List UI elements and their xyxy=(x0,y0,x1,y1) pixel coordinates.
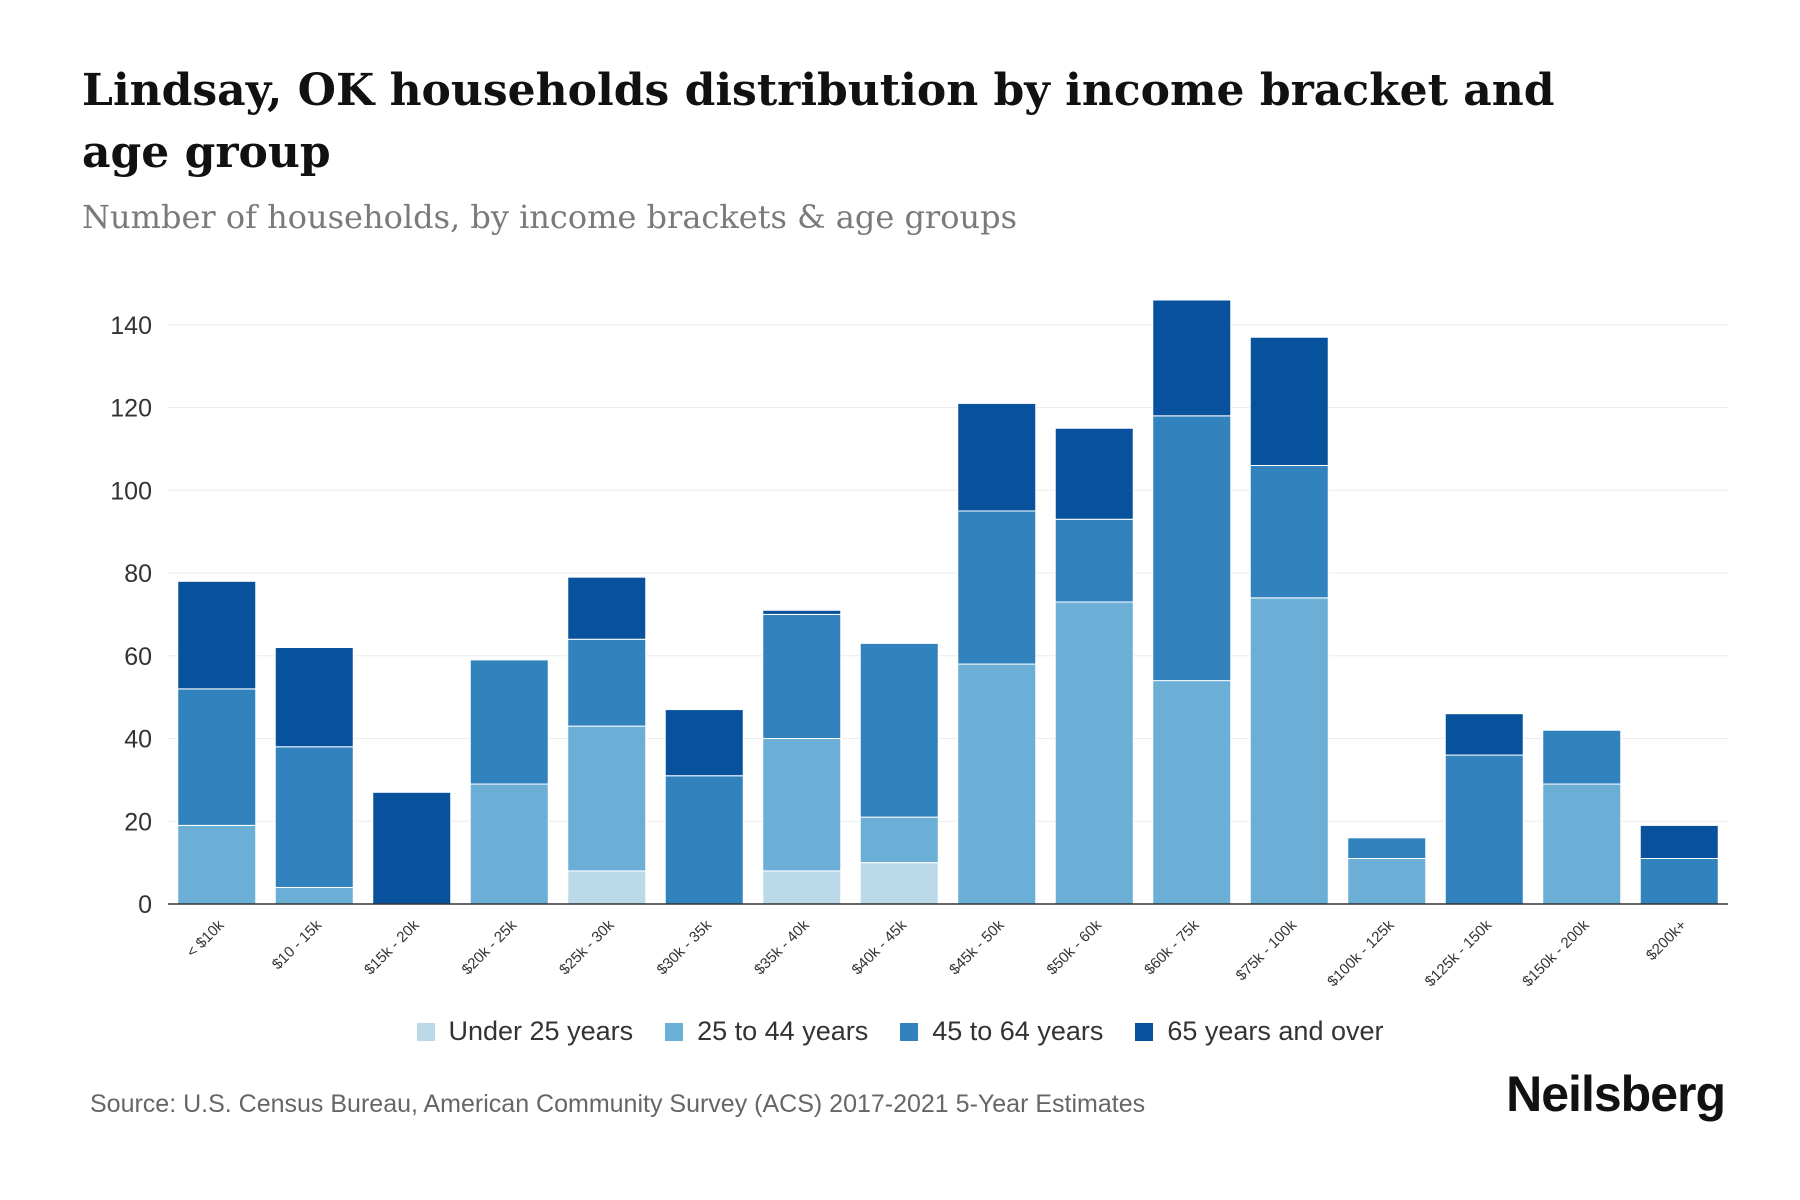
bar-segment xyxy=(1249,597,1329,905)
legend-swatch xyxy=(416,1022,435,1041)
bar-segment xyxy=(1054,601,1134,905)
bar-segment xyxy=(957,402,1037,512)
bar-segment xyxy=(762,738,842,872)
x-tick-label: $125k - 150k xyxy=(1422,916,1496,990)
bar-segment xyxy=(1152,299,1232,417)
bar-segment xyxy=(1249,336,1329,466)
x-tick-label: $35k - 40k xyxy=(751,916,813,978)
legend-swatch xyxy=(1135,1022,1154,1041)
legend-item: 45 to 64 years xyxy=(900,1016,1103,1047)
legend-label: 65 years and over xyxy=(1167,1016,1384,1046)
y-tick-label: 0 xyxy=(138,891,152,919)
x-tick-label: $45k - 50k xyxy=(946,916,1008,978)
y-tick-label: 120 xyxy=(110,395,152,423)
x-axis-ticks: < $10k $10 - 15k $15k - 20k $20k - 25k $25k … xyxy=(183,916,1690,990)
bar-segment xyxy=(1054,518,1134,603)
bar-segment xyxy=(469,659,549,785)
bar-segment xyxy=(1444,713,1524,756)
y-axis-ticks: 0 20 40 60 80 100 120 140 xyxy=(110,312,152,919)
bar-segment xyxy=(1542,729,1622,785)
x-tick-label: $150k - 200k xyxy=(1519,916,1593,990)
y-tick-label: 100 xyxy=(110,477,152,505)
bar-segment xyxy=(762,609,842,615)
legend-swatch xyxy=(665,1022,684,1041)
bar-segment xyxy=(1444,754,1524,905)
bar-segment xyxy=(1152,415,1232,682)
bars xyxy=(177,299,1719,905)
bar-segment xyxy=(859,862,939,905)
bar-segment xyxy=(762,613,842,740)
x-tick-label: $25k - 30k xyxy=(556,916,618,978)
bar-segment xyxy=(664,775,744,905)
legend-label: 25 to 44 years xyxy=(697,1016,869,1046)
bar-segment xyxy=(1639,824,1719,859)
bar-segment xyxy=(1054,427,1134,520)
x-tick-label: $100k - 125k xyxy=(1324,916,1398,990)
bar-segment xyxy=(274,746,354,888)
bar-segment xyxy=(274,886,354,905)
bar-segment xyxy=(1249,464,1329,599)
x-tick-label: $60k - 75k xyxy=(1141,916,1203,978)
bar-segment xyxy=(957,663,1037,905)
brand-logo: Neilsberg xyxy=(1506,1066,1726,1122)
legend-item: 25 to 44 years xyxy=(665,1016,868,1047)
legend-swatch xyxy=(900,1022,919,1041)
x-tick-label: $40k - 45k xyxy=(849,916,911,978)
x-tick-label: $50k - 60k xyxy=(1044,916,1106,978)
chart-legend: Under 25 years 25 to 44 years 45 to 64 yea… xyxy=(0,1016,1800,1047)
bar-segment xyxy=(859,642,939,818)
legend-label: Under 25 years xyxy=(448,1016,634,1046)
bar-segment xyxy=(567,870,647,905)
bar-segment xyxy=(177,580,257,690)
bar-segment xyxy=(1639,857,1719,905)
bar-segment xyxy=(372,791,452,905)
bar-segment xyxy=(859,816,939,864)
legend-item: 65 years and over xyxy=(1135,1016,1384,1047)
bar-segment xyxy=(1152,680,1232,905)
y-tick-label: 40 xyxy=(124,726,152,754)
x-tick-label: $30k - 35k xyxy=(654,916,716,978)
bar-segment xyxy=(177,824,257,905)
legend-label: 45 to 64 years xyxy=(932,1016,1104,1046)
chart-title: Lindsay, OK households distribution by i… xyxy=(82,65,1555,178)
bar-segment xyxy=(274,647,354,748)
source-note: Source: U.S. Census Bureau, American Com… xyxy=(90,1090,1146,1118)
x-tick-label: $10 - 15k xyxy=(269,916,326,973)
y-tick-label: 80 xyxy=(124,560,152,588)
bar-segment xyxy=(1347,857,1427,905)
y-tick-label: 20 xyxy=(124,808,152,836)
x-tick-label: < $10k xyxy=(183,916,228,961)
bar-segment xyxy=(664,709,744,777)
bar-segment xyxy=(567,638,647,727)
legend-item: Under 25 years xyxy=(416,1016,634,1047)
x-tick-label: $15k - 20k xyxy=(361,916,423,978)
bar-segment xyxy=(957,510,1037,665)
y-tick-label: 140 xyxy=(110,312,152,340)
bar-segment xyxy=(567,576,647,640)
chart-subtitle: Number of households, by income brackets… xyxy=(82,198,1017,236)
stacked-bar-chart: 0 20 40 60 80 100 120 140 < $10k $10 - 15k $15k -… xyxy=(110,299,1728,990)
bar-segment xyxy=(1542,783,1622,905)
y-tick-label: 60 xyxy=(124,643,152,671)
bar-segment xyxy=(1347,837,1427,859)
bar-segment xyxy=(567,725,647,872)
bar-segment xyxy=(177,688,257,826)
bar-segment xyxy=(762,870,842,905)
x-tick-label: $75k - 100k xyxy=(1233,916,1301,984)
x-tick-label: $20k - 25k xyxy=(459,916,521,978)
bar-segment xyxy=(469,783,549,905)
x-tick-label: $200k+ xyxy=(1643,917,1690,964)
